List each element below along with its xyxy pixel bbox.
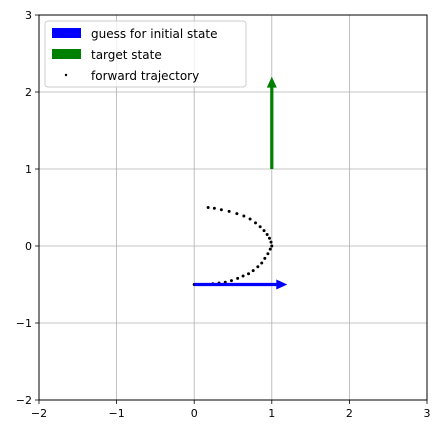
trajectory-point [219,208,223,212]
y-tick-label: −2 [16,394,32,407]
plot-frame [38,14,428,401]
trajectory-point [241,274,245,278]
trajectory-point [242,214,246,218]
trajectory-point [268,247,272,251]
legend-label-target: target state [91,48,162,62]
trajectory-point [260,261,264,265]
trajectory-point [263,256,267,260]
x-tick-label: 0 [191,407,198,420]
trajectory-point [229,279,233,283]
legend-label-guess: guess for initial state [91,27,217,41]
legend-box [44,20,247,88]
trajectory-point [227,209,231,213]
y-tick-label: 2 [25,86,32,99]
trajectory-point [248,217,252,221]
trajectory-point [258,225,262,229]
legend-label-trajectory: forward trajectory [91,69,199,83]
trajectory-point [254,221,258,225]
y-tick-label: 0 [25,240,32,253]
trajectory-point [247,272,251,276]
y-tick-label: 1 [25,163,32,176]
legend-swatch-guess [52,28,81,38]
y-tick-label: −1 [16,317,32,330]
x-tick-label: 2 [346,407,353,420]
trajectory-point [270,244,274,248]
trajectory-point [265,232,269,236]
legend: guess for initial state target state for… [44,20,247,88]
x-tick-label: −1 [108,407,124,420]
legend-swatch-target [52,49,81,59]
trajectory-point [269,240,273,244]
x-tick-label: −2 [31,407,47,420]
trajectory-point [262,229,266,233]
target-state-arrow [266,76,277,169]
trajectory-point [236,276,240,280]
trajectory-point [266,252,270,256]
trajectory-point [212,206,216,210]
trajectory-point [235,212,239,216]
trajectory-point [251,269,255,273]
guess-initial-state-arrow [194,279,288,290]
trajectory-point [256,265,260,269]
data-layer [192,76,288,290]
legend-marker-trajectory [64,73,68,77]
trajectory-point [206,206,210,209]
y-tick-label: 3 [25,9,32,22]
x-tick-label: 1 [268,407,275,420]
axes: −2 −1 0 1 2 3 −2 −1 0 1 2 3 [16,9,431,420]
trajectory-point [267,236,271,240]
x-tick-label: 3 [424,407,431,420]
